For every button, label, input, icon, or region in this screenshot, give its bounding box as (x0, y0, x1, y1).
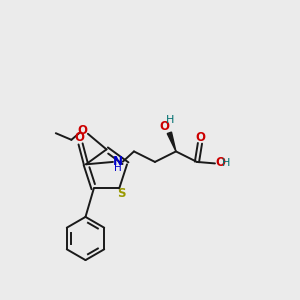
Text: H: H (222, 158, 230, 168)
Text: H: H (115, 163, 122, 172)
Polygon shape (167, 132, 176, 152)
Text: S: S (117, 187, 125, 200)
Text: O: O (74, 131, 84, 144)
Text: O: O (215, 156, 225, 169)
Text: O: O (159, 120, 169, 133)
Text: N: N (113, 155, 123, 168)
Text: O: O (78, 124, 88, 137)
Text: O: O (196, 131, 206, 144)
Text: H: H (167, 115, 175, 125)
